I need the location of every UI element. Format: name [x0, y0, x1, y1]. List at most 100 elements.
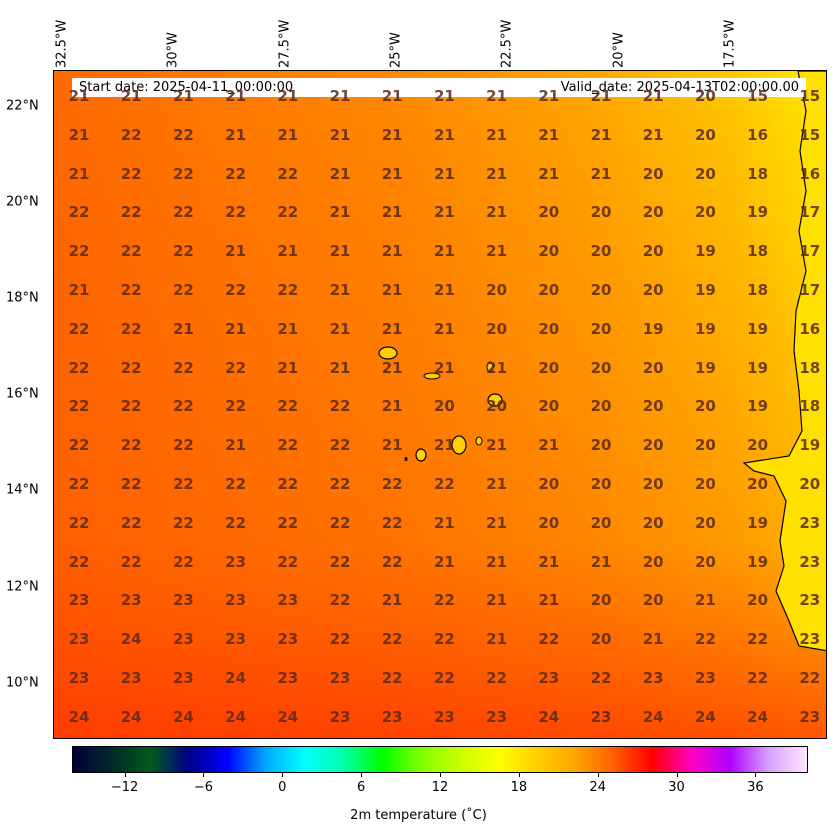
colorbar-tick-label: 6 — [357, 780, 366, 795]
grid-value: 22 — [225, 513, 247, 532]
grid-value: 22 — [172, 164, 194, 183]
grid-value: 21 — [486, 591, 508, 610]
date-info-bar: Start date: 2025-04-11_00:00:00 Valid_da… — [72, 78, 806, 97]
grid-value: 23 — [225, 591, 247, 610]
grid-value: 21 — [68, 281, 90, 299]
grid-value: 23 — [68, 630, 90, 649]
grid-value: 22 — [172, 125, 194, 144]
grid-value: 23 — [277, 669, 299, 687]
colorbar-tick — [755, 773, 757, 777]
grid-value: 16 — [799, 164, 821, 183]
grid-value: 22 — [329, 591, 351, 610]
grid-value: 22 — [120, 397, 142, 416]
grid-value: 21 — [277, 358, 299, 377]
grid-value: 22 — [225, 203, 247, 222]
grid-value: 21 — [642, 630, 664, 649]
grid-value: 21 — [486, 242, 508, 261]
grid-value: 20 — [694, 203, 716, 222]
grid-value: 22 — [381, 630, 403, 649]
lat-label: 22°N — [6, 98, 39, 114]
grid-value: 22 — [172, 552, 194, 571]
grid-value: 21 — [329, 87, 351, 105]
grid-value: 20 — [538, 475, 560, 493]
grid-value: 19 — [694, 319, 716, 338]
grid-value: 20 — [590, 281, 612, 299]
grid-value: 17 — [799, 203, 821, 222]
grid-value: 21 — [172, 87, 194, 105]
grid-value: 22 — [68, 513, 90, 532]
colorbar-title: 2m temperature (˚C) — [350, 808, 487, 823]
grid-value: 20 — [590, 319, 612, 338]
colorbar-tick — [124, 773, 126, 777]
grid-value: 22 — [68, 319, 90, 338]
grid-value: 19 — [747, 203, 769, 222]
grid-value: 20 — [642, 358, 664, 377]
grid-value: 21 — [433, 513, 455, 532]
grid-value: 22 — [68, 397, 90, 416]
colorbar-tick — [203, 773, 205, 777]
valid-date: Valid_date: 2025-04-13T02:00:00.00 — [560, 80, 799, 95]
grid-value: 21 — [381, 358, 403, 377]
colorbar-tick — [518, 773, 520, 777]
lon-label: 25°W — [388, 32, 404, 68]
grid-value: 22 — [120, 513, 142, 532]
grid-value: 22 — [68, 242, 90, 261]
grid-value: 21 — [381, 397, 403, 416]
grid-value: 19 — [694, 281, 716, 299]
grid-value: 21 — [225, 242, 247, 261]
grid-value: 18 — [747, 164, 769, 183]
grid-value: 15 — [799, 125, 821, 144]
grid-value: 20 — [642, 513, 664, 532]
grid-value: 21 — [538, 125, 560, 144]
grid-value: 21 — [68, 87, 90, 105]
lon-label: 17.5°W — [722, 19, 738, 68]
grid-value: 21 — [381, 87, 403, 105]
grid-value: 21 — [590, 87, 612, 105]
grid-value: 18 — [799, 397, 821, 416]
grid-value: 22 — [277, 164, 299, 183]
grid-value: 21 — [433, 203, 455, 222]
start-date: Start date: 2025-04-11_00:00:00 — [79, 80, 294, 95]
grid-value: 22 — [277, 513, 299, 532]
grid-value: 22 — [381, 475, 403, 493]
grid-value: 22 — [172, 203, 194, 222]
grid-value: 22 — [225, 164, 247, 183]
grid-value: 21 — [433, 87, 455, 105]
grid-value: 21 — [381, 591, 403, 610]
grid-value: 17 — [799, 281, 821, 299]
grid-value: 21 — [538, 552, 560, 571]
colorbar-tick-label: 30 — [668, 780, 685, 795]
grid-value: 23 — [68, 591, 90, 610]
grid-value: 23 — [329, 669, 351, 687]
grid-value: 21 — [486, 475, 508, 493]
grid-value: 23 — [799, 707, 821, 726]
grid-value: 20 — [642, 475, 664, 493]
grid-value: 22 — [68, 203, 90, 222]
grid-value: 20 — [642, 281, 664, 299]
grid-value: 23 — [172, 591, 194, 610]
grid-value: 22 — [68, 552, 90, 571]
grid-value: 20 — [694, 475, 716, 493]
lon-label: 32.5°W — [54, 19, 70, 68]
grid-value: 21 — [381, 319, 403, 338]
colorbar-tick — [282, 773, 284, 777]
grid-value: 22 — [486, 669, 508, 687]
grid-value: 20 — [590, 630, 612, 649]
grid-value: 21 — [433, 242, 455, 261]
grid-value: 19 — [694, 242, 716, 261]
grid-value: 22 — [277, 475, 299, 493]
grid-value: 23 — [172, 630, 194, 649]
grid-value: 21 — [68, 164, 90, 183]
grid-value: 22 — [225, 475, 247, 493]
grid-value: 23 — [277, 591, 299, 610]
grid-value: 22 — [277, 436, 299, 455]
grid-value: 22 — [172, 436, 194, 455]
grid-value: 21 — [225, 87, 247, 105]
grid-value: 23 — [538, 669, 560, 687]
grid-value: 23 — [381, 707, 403, 726]
grid-value: 21 — [381, 125, 403, 144]
grid-value: 22 — [120, 475, 142, 493]
grid-value: 24 — [120, 630, 142, 649]
grid-value: 22 — [747, 669, 769, 687]
grid-value: 22 — [799, 669, 821, 687]
